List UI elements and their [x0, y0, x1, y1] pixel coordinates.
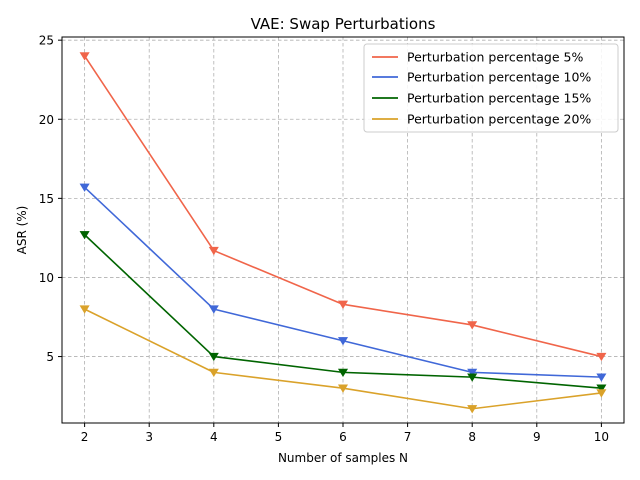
data-point-marker [79, 231, 90, 240]
data-point-marker [467, 321, 478, 330]
x-tick-label: 10 [594, 430, 609, 444]
series-3 [79, 231, 607, 393]
y-tick-label: 5 [46, 350, 54, 364]
x-tick-label: 5 [275, 430, 283, 444]
data-point-marker [596, 352, 607, 362]
series-lines [79, 52, 607, 414]
series-line [84, 186, 602, 378]
data-point-marker [208, 305, 219, 314]
data-point-marker [467, 405, 478, 414]
data-point-marker [596, 384, 607, 393]
legend-box [363, 43, 619, 133]
x-axis-ticks: 2 3 4 5 6 7 8 9 10 [81, 423, 609, 444]
data-point-marker [467, 373, 478, 382]
x-tick-label: 3 [145, 430, 153, 444]
series-line [84, 234, 602, 389]
x-axis-label: Number of samples N [278, 451, 408, 465]
y-axis-label: ASR (%) [15, 206, 29, 255]
legend-label-5: Perturbation percentage 5% [407, 50, 583, 65]
data-point-marker [208, 352, 219, 362]
data-point-marker [79, 305, 90, 314]
data-point-marker [79, 52, 90, 61]
data-point-marker [467, 368, 478, 378]
data-point-marker [596, 373, 607, 382]
data-point-marker [337, 337, 349, 346]
data-point-marker [337, 300, 349, 309]
y-tick-label: 25 [39, 34, 54, 48]
legend-label-15: Perturbation percentage 15% [407, 91, 591, 106]
x-tick-label: 2 [81, 430, 89, 444]
series-4 [79, 305, 607, 414]
legend-label-20: Perturbation percentage 20% [407, 112, 591, 127]
x-tick-label: 7 [404, 430, 412, 444]
x-tick-label: 6 [339, 430, 347, 444]
series-1 [79, 52, 607, 362]
legend: Perturbation percentage 5% Perturbation … [363, 43, 619, 133]
data-point-marker [337, 384, 349, 393]
x-tick-label: 8 [468, 430, 476, 444]
chart-title: VAE: Swap Perturbations [251, 15, 436, 33]
y-tick-label: 15 [39, 192, 54, 206]
data-point-marker [208, 368, 219, 378]
data-point-marker [337, 368, 349, 378]
x-tick-label: 9 [533, 430, 541, 444]
legend-label-10: Perturbation percentage 10% [407, 70, 591, 85]
data-point-marker [79, 183, 90, 192]
y-tick-label: 10 [39, 271, 54, 285]
x-tick-label: 4 [210, 430, 218, 444]
y-tick-label: 20 [39, 113, 54, 127]
series-2 [79, 183, 607, 382]
y-axis-ticks: 5 10 15 20 25 [39, 34, 62, 364]
data-point-marker [596, 389, 607, 398]
data-point-marker [208, 246, 219, 256]
